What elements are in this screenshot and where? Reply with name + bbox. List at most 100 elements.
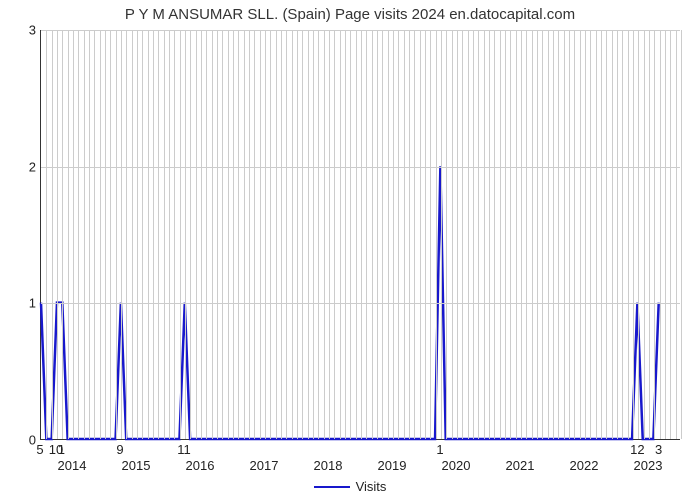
vgrid-line xyxy=(622,30,623,439)
x-tick-label: 2019 xyxy=(378,458,407,473)
vgrid-line xyxy=(436,30,437,439)
vgrid-line xyxy=(116,30,117,439)
vgrid-line xyxy=(590,30,591,439)
vgrid-line xyxy=(292,30,293,439)
vgrid-line xyxy=(676,30,677,439)
vgrid-line xyxy=(174,30,175,439)
y-tick-label: 1 xyxy=(6,296,36,311)
vgrid-line xyxy=(356,30,357,439)
vgrid-line xyxy=(654,30,655,439)
vgrid-line xyxy=(537,30,538,439)
vgrid-line xyxy=(169,30,170,439)
vgrid-line xyxy=(345,30,346,439)
vgrid-line xyxy=(100,30,101,439)
vgrid-line xyxy=(638,30,639,439)
y-tick-label: 2 xyxy=(6,159,36,174)
vgrid-line xyxy=(190,30,191,439)
vgrid-line xyxy=(244,30,245,439)
vgrid-line xyxy=(212,30,213,439)
vgrid-line xyxy=(649,30,650,439)
vgrid-line xyxy=(580,30,581,439)
data-value-label: 1 xyxy=(436,442,443,457)
data-value-label: 9 xyxy=(116,442,123,457)
chart-container: P Y M ANSUMAR SLL. (Spain) Page visits 2… xyxy=(0,0,700,500)
x-tick-label: 2018 xyxy=(314,458,343,473)
vgrid-line xyxy=(484,30,485,439)
vgrid-line xyxy=(473,30,474,439)
vgrid-line xyxy=(585,30,586,439)
vgrid-line xyxy=(574,30,575,439)
vgrid-line xyxy=(633,30,634,439)
vgrid-line xyxy=(297,30,298,439)
legend: Visits xyxy=(0,478,700,494)
vgrid-line xyxy=(110,30,111,439)
vgrid-line xyxy=(217,30,218,439)
vgrid-line xyxy=(132,30,133,439)
y-tick-label: 3 xyxy=(6,23,36,38)
vgrid-line xyxy=(350,30,351,439)
vgrid-line xyxy=(548,30,549,439)
vgrid-line xyxy=(105,30,106,439)
vgrid-line xyxy=(372,30,373,439)
vgrid-line xyxy=(617,30,618,439)
vgrid-line xyxy=(142,30,143,439)
vgrid-line xyxy=(441,30,442,439)
vgrid-line xyxy=(628,30,629,439)
vgrid-line xyxy=(452,30,453,439)
data-value-label: 1 xyxy=(58,442,65,457)
vgrid-line xyxy=(644,30,645,439)
vgrid-line xyxy=(153,30,154,439)
plot-area xyxy=(40,30,680,440)
vgrid-line xyxy=(457,30,458,439)
x-tick-label: 2021 xyxy=(506,458,535,473)
vgrid-line xyxy=(468,30,469,439)
vgrid-line xyxy=(553,30,554,439)
vgrid-line xyxy=(478,30,479,439)
vgrid-line xyxy=(206,30,207,439)
vgrid-line xyxy=(260,30,261,439)
vgrid-line xyxy=(500,30,501,439)
vgrid-line xyxy=(222,30,223,439)
vgrid-line xyxy=(265,30,266,439)
vgrid-line xyxy=(414,30,415,439)
vgrid-line xyxy=(446,30,447,439)
x-tick-label: 2023 xyxy=(634,458,663,473)
vgrid-line xyxy=(233,30,234,439)
vgrid-line xyxy=(361,30,362,439)
vgrid-line xyxy=(94,30,95,439)
vgrid-line xyxy=(670,30,671,439)
x-tick-label: 2015 xyxy=(122,458,151,473)
vgrid-line xyxy=(606,30,607,439)
vgrid-line xyxy=(665,30,666,439)
vgrid-line xyxy=(78,30,79,439)
vgrid-line xyxy=(430,30,431,439)
vgrid-line xyxy=(366,30,367,439)
vgrid-line xyxy=(510,30,511,439)
vgrid-line xyxy=(388,30,389,439)
vgrid-line xyxy=(489,30,490,439)
vgrid-line xyxy=(324,30,325,439)
data-value-label: 11 xyxy=(177,442,191,457)
vgrid-line xyxy=(238,30,239,439)
x-tick-label: 2016 xyxy=(186,458,215,473)
vgrid-line xyxy=(57,30,58,439)
vgrid-line xyxy=(462,30,463,439)
vgrid-line xyxy=(68,30,69,439)
vgrid-line xyxy=(505,30,506,439)
vgrid-line xyxy=(516,30,517,439)
vgrid-line xyxy=(542,30,543,439)
data-value-label: 3 xyxy=(655,442,662,457)
vgrid-line xyxy=(318,30,319,439)
vgrid-line xyxy=(84,30,85,439)
vgrid-line xyxy=(420,30,421,439)
x-tick-label: 2014 xyxy=(58,458,87,473)
vgrid-line xyxy=(558,30,559,439)
vgrid-line xyxy=(62,30,63,439)
vgrid-line xyxy=(302,30,303,439)
vgrid-line xyxy=(494,30,495,439)
vgrid-line xyxy=(126,30,127,439)
vgrid-line xyxy=(409,30,410,439)
vgrid-line xyxy=(681,30,682,439)
x-tick-label: 2017 xyxy=(250,458,279,473)
vgrid-line xyxy=(308,30,309,439)
